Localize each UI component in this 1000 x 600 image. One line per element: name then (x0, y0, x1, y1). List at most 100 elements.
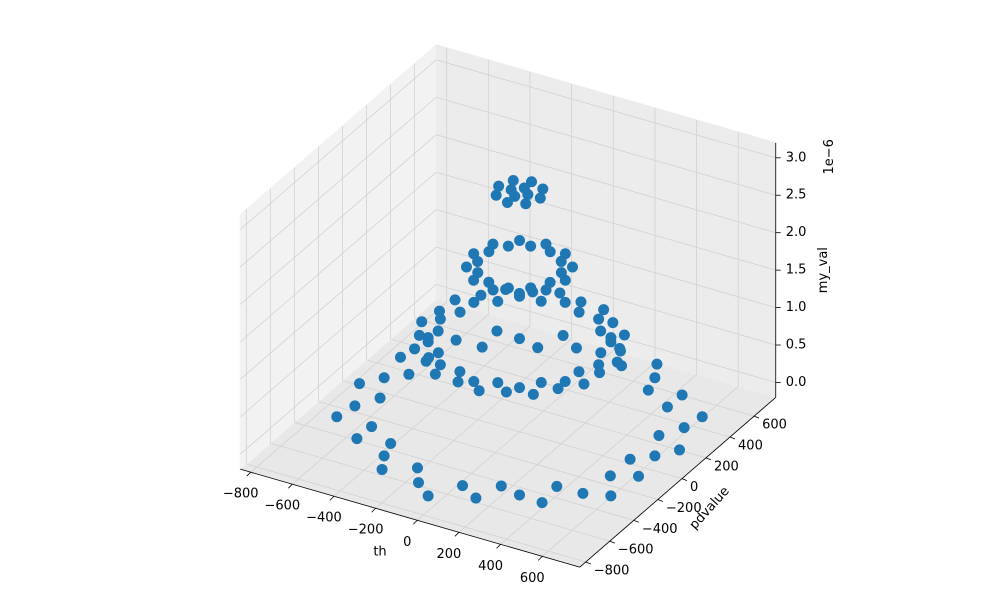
point (557, 330, 569, 342)
point (454, 366, 466, 378)
point (487, 284, 499, 296)
z-axis-label: my_val (816, 247, 831, 293)
grid-line (240, 246, 437, 418)
point (598, 304, 610, 316)
x-tick-label: 400 (478, 559, 503, 574)
y-tick (681, 478, 688, 482)
grid-line (240, 284, 437, 455)
point (593, 313, 605, 325)
point (514, 382, 526, 394)
point (525, 282, 537, 294)
x-axis-line (240, 468, 580, 568)
grid-line (240, 96, 437, 268)
point (605, 490, 617, 502)
point (678, 422, 690, 434)
point (411, 462, 423, 474)
y-axis-line (579, 397, 776, 568)
point (535, 376, 547, 388)
point (413, 477, 425, 489)
y-tick-label: −600 (618, 543, 654, 558)
point (540, 284, 552, 296)
point (551, 480, 563, 492)
point (457, 480, 469, 492)
point (559, 274, 571, 286)
point (502, 282, 514, 294)
point (452, 376, 464, 388)
y-tick (657, 499, 664, 502)
z-tick-label: 1.5 (786, 263, 807, 278)
point (432, 347, 444, 359)
point (449, 294, 461, 306)
point (649, 450, 661, 462)
point (495, 480, 507, 492)
y-tick-label: 600 (762, 418, 787, 433)
grid-line (436, 134, 776, 234)
point (607, 317, 619, 329)
point (432, 325, 444, 337)
grid-line (417, 350, 614, 521)
point (532, 342, 544, 354)
x-tick (413, 519, 418, 525)
y-tick-label: 0 (690, 480, 698, 495)
point (483, 246, 495, 258)
z-tick-label: 1.0 (786, 300, 807, 315)
grid-line (458, 362, 656, 533)
y-tick (585, 561, 591, 565)
point (473, 385, 485, 397)
point (534, 192, 546, 204)
point (513, 288, 525, 300)
point (502, 240, 514, 252)
point (468, 375, 480, 387)
point (573, 366, 585, 378)
point (403, 368, 415, 380)
y-tick-label: 200 (714, 459, 739, 474)
y-tick (729, 436, 736, 440)
grid-line (250, 302, 447, 473)
grid-line (375, 338, 572, 509)
z-tick-label: 2.5 (786, 188, 807, 203)
point (468, 274, 480, 286)
point (577, 487, 589, 499)
x-tick (496, 544, 501, 549)
point (552, 383, 564, 395)
point (595, 347, 607, 359)
x-tick (371, 507, 376, 513)
grid-line (436, 209, 776, 308)
point (353, 378, 365, 390)
point (394, 351, 406, 363)
grid-line (240, 171, 437, 343)
point (331, 411, 343, 423)
x-tick (246, 471, 251, 477)
y-tick-label: −200 (666, 501, 702, 516)
point (434, 359, 446, 371)
point (575, 296, 587, 308)
point (468, 296, 480, 308)
point (492, 295, 504, 307)
point (653, 430, 665, 442)
point (651, 358, 663, 370)
point (501, 197, 513, 209)
x-tick-label: 0 (403, 535, 411, 550)
point (385, 437, 397, 449)
point (450, 334, 462, 346)
grid-line (318, 401, 659, 500)
point (535, 295, 547, 307)
point (366, 421, 378, 433)
point (624, 453, 636, 465)
point (374, 392, 386, 404)
point (611, 356, 623, 368)
point (470, 492, 482, 504)
point (536, 497, 548, 509)
point (633, 470, 645, 482)
point (567, 261, 579, 273)
point (578, 378, 590, 390)
point (649, 372, 661, 384)
point (472, 255, 484, 267)
point (422, 490, 434, 502)
y-tick (753, 415, 760, 419)
grid-line (436, 246, 776, 346)
point (507, 174, 519, 186)
point (378, 372, 390, 384)
grid-line (240, 209, 437, 380)
